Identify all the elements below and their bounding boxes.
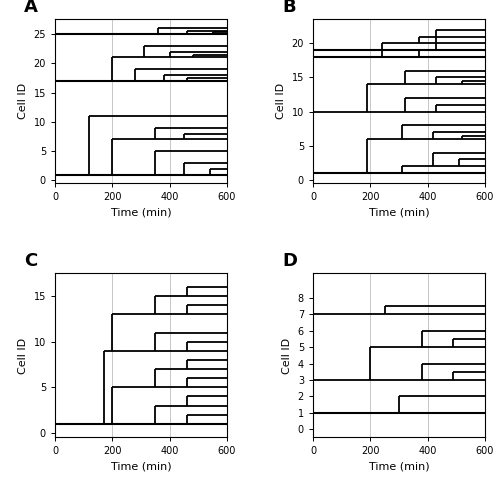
X-axis label: Time (min): Time (min) (110, 462, 172, 472)
X-axis label: Time (min): Time (min) (368, 208, 430, 218)
Y-axis label: Cell ID: Cell ID (18, 337, 28, 374)
Text: D: D (282, 252, 297, 270)
X-axis label: Time (min): Time (min) (368, 462, 430, 472)
Y-axis label: Cell ID: Cell ID (282, 337, 292, 374)
Y-axis label: Cell ID: Cell ID (18, 83, 28, 120)
Y-axis label: Cell ID: Cell ID (276, 83, 286, 120)
Text: C: C (24, 252, 38, 270)
Text: A: A (24, 0, 38, 16)
X-axis label: Time (min): Time (min) (110, 208, 172, 218)
Text: B: B (282, 0, 296, 16)
